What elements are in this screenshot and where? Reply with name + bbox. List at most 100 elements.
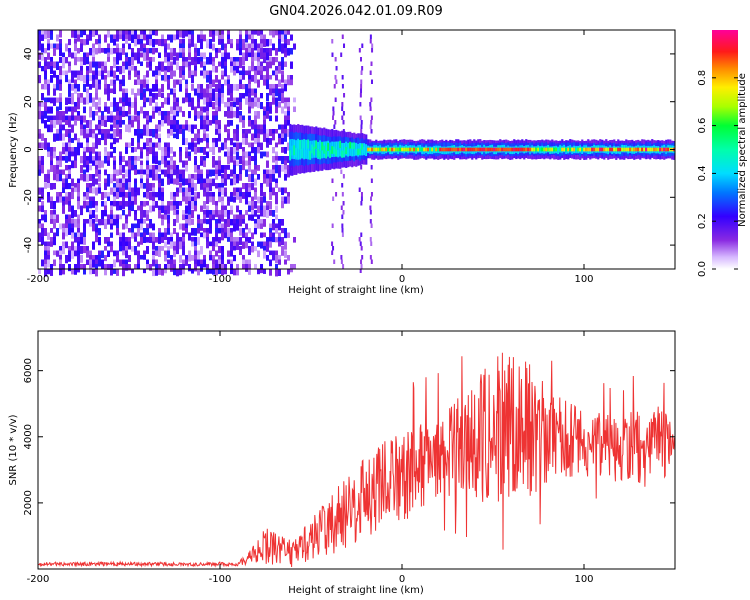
heatmap-cell bbox=[185, 84, 188, 93]
heatmap-cell bbox=[74, 160, 77, 169]
heatmap-cell bbox=[80, 39, 83, 48]
heatmap-cell bbox=[68, 142, 71, 149]
heatmap-cell bbox=[104, 210, 107, 217]
heatmap-cell bbox=[149, 192, 152, 201]
heatmap-cell bbox=[236, 57, 239, 65]
heatmap-cell bbox=[107, 115, 110, 122]
heatmap-cell bbox=[539, 147, 542, 152]
heatmap-cell bbox=[113, 70, 116, 79]
heatmap-cell bbox=[164, 214, 167, 220]
heatmap-cell bbox=[104, 156, 107, 164]
heatmap-cell bbox=[41, 115, 44, 124]
heatmap-cell bbox=[254, 201, 257, 209]
heatmap-cell bbox=[77, 237, 80, 243]
heatmap-cell bbox=[269, 39, 272, 46]
heatmap-cell bbox=[89, 183, 92, 189]
heatmap-cell bbox=[173, 246, 176, 255]
heatmap-cell bbox=[104, 223, 107, 230]
heatmap-cell bbox=[266, 93, 269, 102]
heatmap-cell bbox=[275, 156, 278, 163]
heatmap-cell bbox=[284, 48, 287, 53]
heatmap-cell bbox=[137, 129, 140, 136]
heatmap-cell bbox=[128, 201, 131, 210]
heatmap-cell bbox=[461, 147, 464, 152]
heatmap-cell bbox=[251, 61, 254, 69]
heatmap-cell bbox=[313, 146, 316, 156]
heatmap-cell bbox=[621, 147, 624, 152]
heatmap-cell bbox=[179, 174, 182, 183]
heatmap-cell bbox=[155, 201, 158, 208]
heatmap-cell bbox=[164, 255, 167, 262]
colorbar-tick-label: 0.0 bbox=[697, 261, 708, 277]
heatmap-cell bbox=[50, 160, 53, 169]
heatmap-cell bbox=[155, 268, 158, 276]
heatmap-cell bbox=[342, 174, 345, 179]
heatmap-cell bbox=[495, 147, 498, 152]
heatmap-cell bbox=[254, 39, 257, 48]
heatmap-cell bbox=[218, 160, 221, 167]
heatmap-cell bbox=[194, 196, 197, 203]
heatmap-cell bbox=[263, 120, 266, 129]
heatmap-cell bbox=[47, 147, 50, 156]
heatmap-cell bbox=[146, 174, 149, 179]
heatmap-cell bbox=[65, 192, 68, 200]
heatmap-cell bbox=[242, 165, 245, 171]
heatmap-cell bbox=[83, 174, 86, 182]
heatmap-cell bbox=[331, 52, 334, 57]
heatmap-cell bbox=[206, 183, 209, 191]
heatmap-cell bbox=[68, 120, 71, 128]
heatmap-cell bbox=[331, 241, 334, 246]
heatmap-cell bbox=[170, 205, 173, 211]
heatmap-cell bbox=[212, 241, 215, 250]
heatmap-cell bbox=[167, 133, 170, 139]
spectrogram-x-ticks: -200 -100 0 100 bbox=[27, 30, 594, 285]
heatmap-cell bbox=[251, 142, 254, 148]
heatmap-cell bbox=[173, 264, 176, 271]
heatmap-cell bbox=[281, 43, 284, 51]
heatmap-cell bbox=[59, 156, 62, 162]
heatmap-cell bbox=[284, 39, 287, 45]
heatmap-cell bbox=[62, 124, 65, 131]
heatmap-cell bbox=[287, 102, 290, 108]
heatmap-cell bbox=[53, 174, 56, 181]
heatmap-cell bbox=[89, 30, 92, 38]
heatmap-cell bbox=[197, 111, 200, 119]
heatmap-cell bbox=[263, 133, 266, 142]
heatmap-cell bbox=[119, 205, 122, 211]
heatmap-cell bbox=[224, 268, 227, 275]
heatmap-cell bbox=[137, 39, 140, 45]
heatmap-cell bbox=[260, 205, 263, 214]
heatmap-cell bbox=[188, 39, 191, 45]
heatmap-cell bbox=[140, 237, 143, 245]
heatmap-cell bbox=[227, 174, 230, 180]
heatmap-cell bbox=[200, 52, 203, 58]
heatmap-cell bbox=[119, 232, 122, 238]
heatmap-cell bbox=[224, 264, 227, 269]
heatmap-cell bbox=[173, 228, 176, 235]
heatmap-cell bbox=[293, 264, 296, 270]
heatmap-cell bbox=[435, 147, 438, 152]
heatmap-cell bbox=[140, 183, 143, 189]
heatmap-cell bbox=[164, 241, 167, 248]
heatmap-cell bbox=[65, 214, 68, 222]
heatmap-cell bbox=[116, 129, 119, 137]
heatmap-cell bbox=[122, 246, 125, 252]
heatmap-cell bbox=[176, 178, 179, 186]
heatmap-cell bbox=[98, 115, 101, 123]
heatmap-cell bbox=[224, 192, 227, 197]
heatmap-cell bbox=[131, 88, 134, 95]
heatmap-cell bbox=[275, 84, 278, 90]
heatmap-cell bbox=[284, 196, 287, 204]
heatmap-cell bbox=[44, 210, 47, 218]
heatmap-cell bbox=[248, 142, 251, 148]
heatmap-cell bbox=[215, 66, 218, 73]
heatmap-cell bbox=[65, 43, 68, 52]
heatmap-cell bbox=[131, 52, 134, 59]
heatmap-cell bbox=[278, 187, 281, 193]
heatmap-cell bbox=[119, 201, 122, 209]
heatmap-cell bbox=[107, 48, 110, 57]
heatmap-cell bbox=[218, 120, 221, 126]
heatmap-cell bbox=[227, 129, 230, 137]
heatmap-cell bbox=[248, 84, 251, 91]
heatmap-cell bbox=[38, 111, 41, 120]
